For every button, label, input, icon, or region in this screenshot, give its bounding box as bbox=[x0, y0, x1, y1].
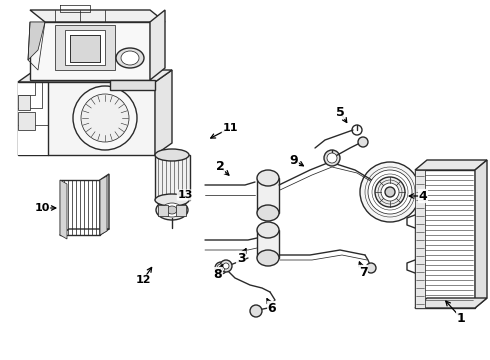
Polygon shape bbox=[110, 80, 155, 90]
Polygon shape bbox=[18, 95, 30, 110]
Circle shape bbox=[352, 125, 362, 135]
Text: 1: 1 bbox=[457, 311, 465, 324]
Polygon shape bbox=[55, 25, 115, 70]
Text: 13: 13 bbox=[177, 190, 193, 200]
Ellipse shape bbox=[121, 51, 139, 65]
Bar bbox=[257, 230, 279, 258]
Polygon shape bbox=[30, 10, 165, 22]
Ellipse shape bbox=[257, 250, 279, 266]
Polygon shape bbox=[18, 82, 155, 155]
Polygon shape bbox=[28, 22, 45, 60]
Circle shape bbox=[360, 162, 420, 222]
Circle shape bbox=[324, 150, 340, 166]
Polygon shape bbox=[100, 176, 107, 235]
Bar bbox=[257, 178, 279, 213]
Circle shape bbox=[375, 177, 405, 207]
Ellipse shape bbox=[155, 194, 189, 206]
Text: 8: 8 bbox=[214, 267, 222, 280]
Ellipse shape bbox=[116, 48, 144, 68]
Circle shape bbox=[381, 183, 399, 201]
Text: 3: 3 bbox=[237, 252, 245, 265]
Polygon shape bbox=[30, 22, 150, 80]
Circle shape bbox=[220, 260, 232, 272]
Text: 12: 12 bbox=[135, 275, 151, 285]
Ellipse shape bbox=[167, 206, 177, 214]
Circle shape bbox=[368, 170, 412, 214]
Circle shape bbox=[366, 263, 376, 273]
Circle shape bbox=[358, 137, 368, 147]
Polygon shape bbox=[155, 155, 190, 200]
Polygon shape bbox=[18, 70, 172, 82]
Polygon shape bbox=[415, 170, 475, 308]
Ellipse shape bbox=[257, 222, 279, 238]
Polygon shape bbox=[60, 180, 67, 239]
Polygon shape bbox=[176, 205, 186, 216]
Text: 11: 11 bbox=[222, 123, 238, 133]
Polygon shape bbox=[415, 170, 425, 308]
Polygon shape bbox=[18, 82, 48, 155]
Polygon shape bbox=[415, 298, 487, 308]
Text: 6: 6 bbox=[268, 302, 276, 315]
Text: 2: 2 bbox=[216, 161, 224, 174]
Polygon shape bbox=[70, 35, 100, 62]
Polygon shape bbox=[100, 174, 109, 235]
Polygon shape bbox=[60, 180, 100, 235]
Circle shape bbox=[385, 187, 395, 197]
Polygon shape bbox=[415, 160, 487, 170]
Polygon shape bbox=[158, 205, 168, 216]
Ellipse shape bbox=[156, 200, 188, 220]
Text: 10: 10 bbox=[34, 203, 49, 213]
Ellipse shape bbox=[257, 170, 279, 186]
Text: 9: 9 bbox=[290, 153, 298, 166]
Circle shape bbox=[73, 86, 137, 150]
Circle shape bbox=[223, 263, 229, 269]
Circle shape bbox=[81, 94, 129, 142]
Text: 7: 7 bbox=[359, 266, 368, 279]
Polygon shape bbox=[65, 30, 105, 65]
Circle shape bbox=[217, 264, 225, 272]
Circle shape bbox=[250, 305, 262, 317]
Ellipse shape bbox=[257, 205, 279, 221]
Polygon shape bbox=[150, 10, 165, 80]
Polygon shape bbox=[475, 160, 487, 308]
Circle shape bbox=[327, 153, 337, 163]
Polygon shape bbox=[18, 112, 35, 130]
Circle shape bbox=[215, 262, 227, 274]
Text: 5: 5 bbox=[336, 105, 344, 118]
Ellipse shape bbox=[162, 203, 182, 217]
Ellipse shape bbox=[155, 149, 189, 161]
Text: 4: 4 bbox=[418, 189, 427, 202]
Polygon shape bbox=[155, 70, 172, 155]
